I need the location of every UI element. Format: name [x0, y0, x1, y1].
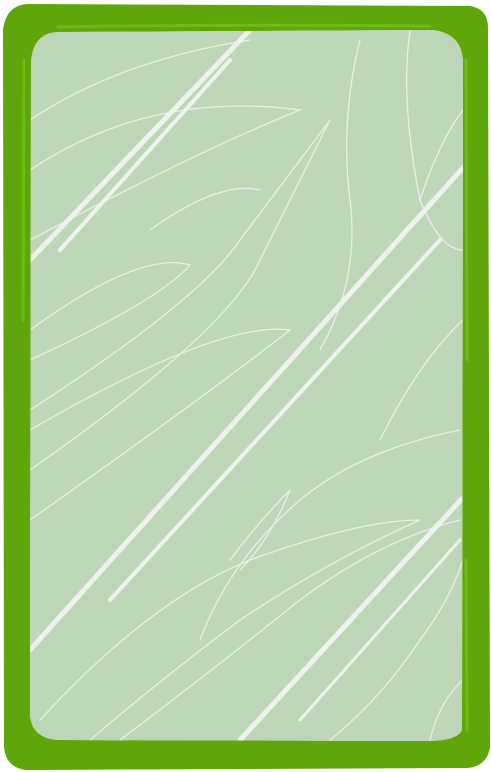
- border-highlight: [21, 23, 469, 732]
- light-streaks: [30, 30, 463, 741]
